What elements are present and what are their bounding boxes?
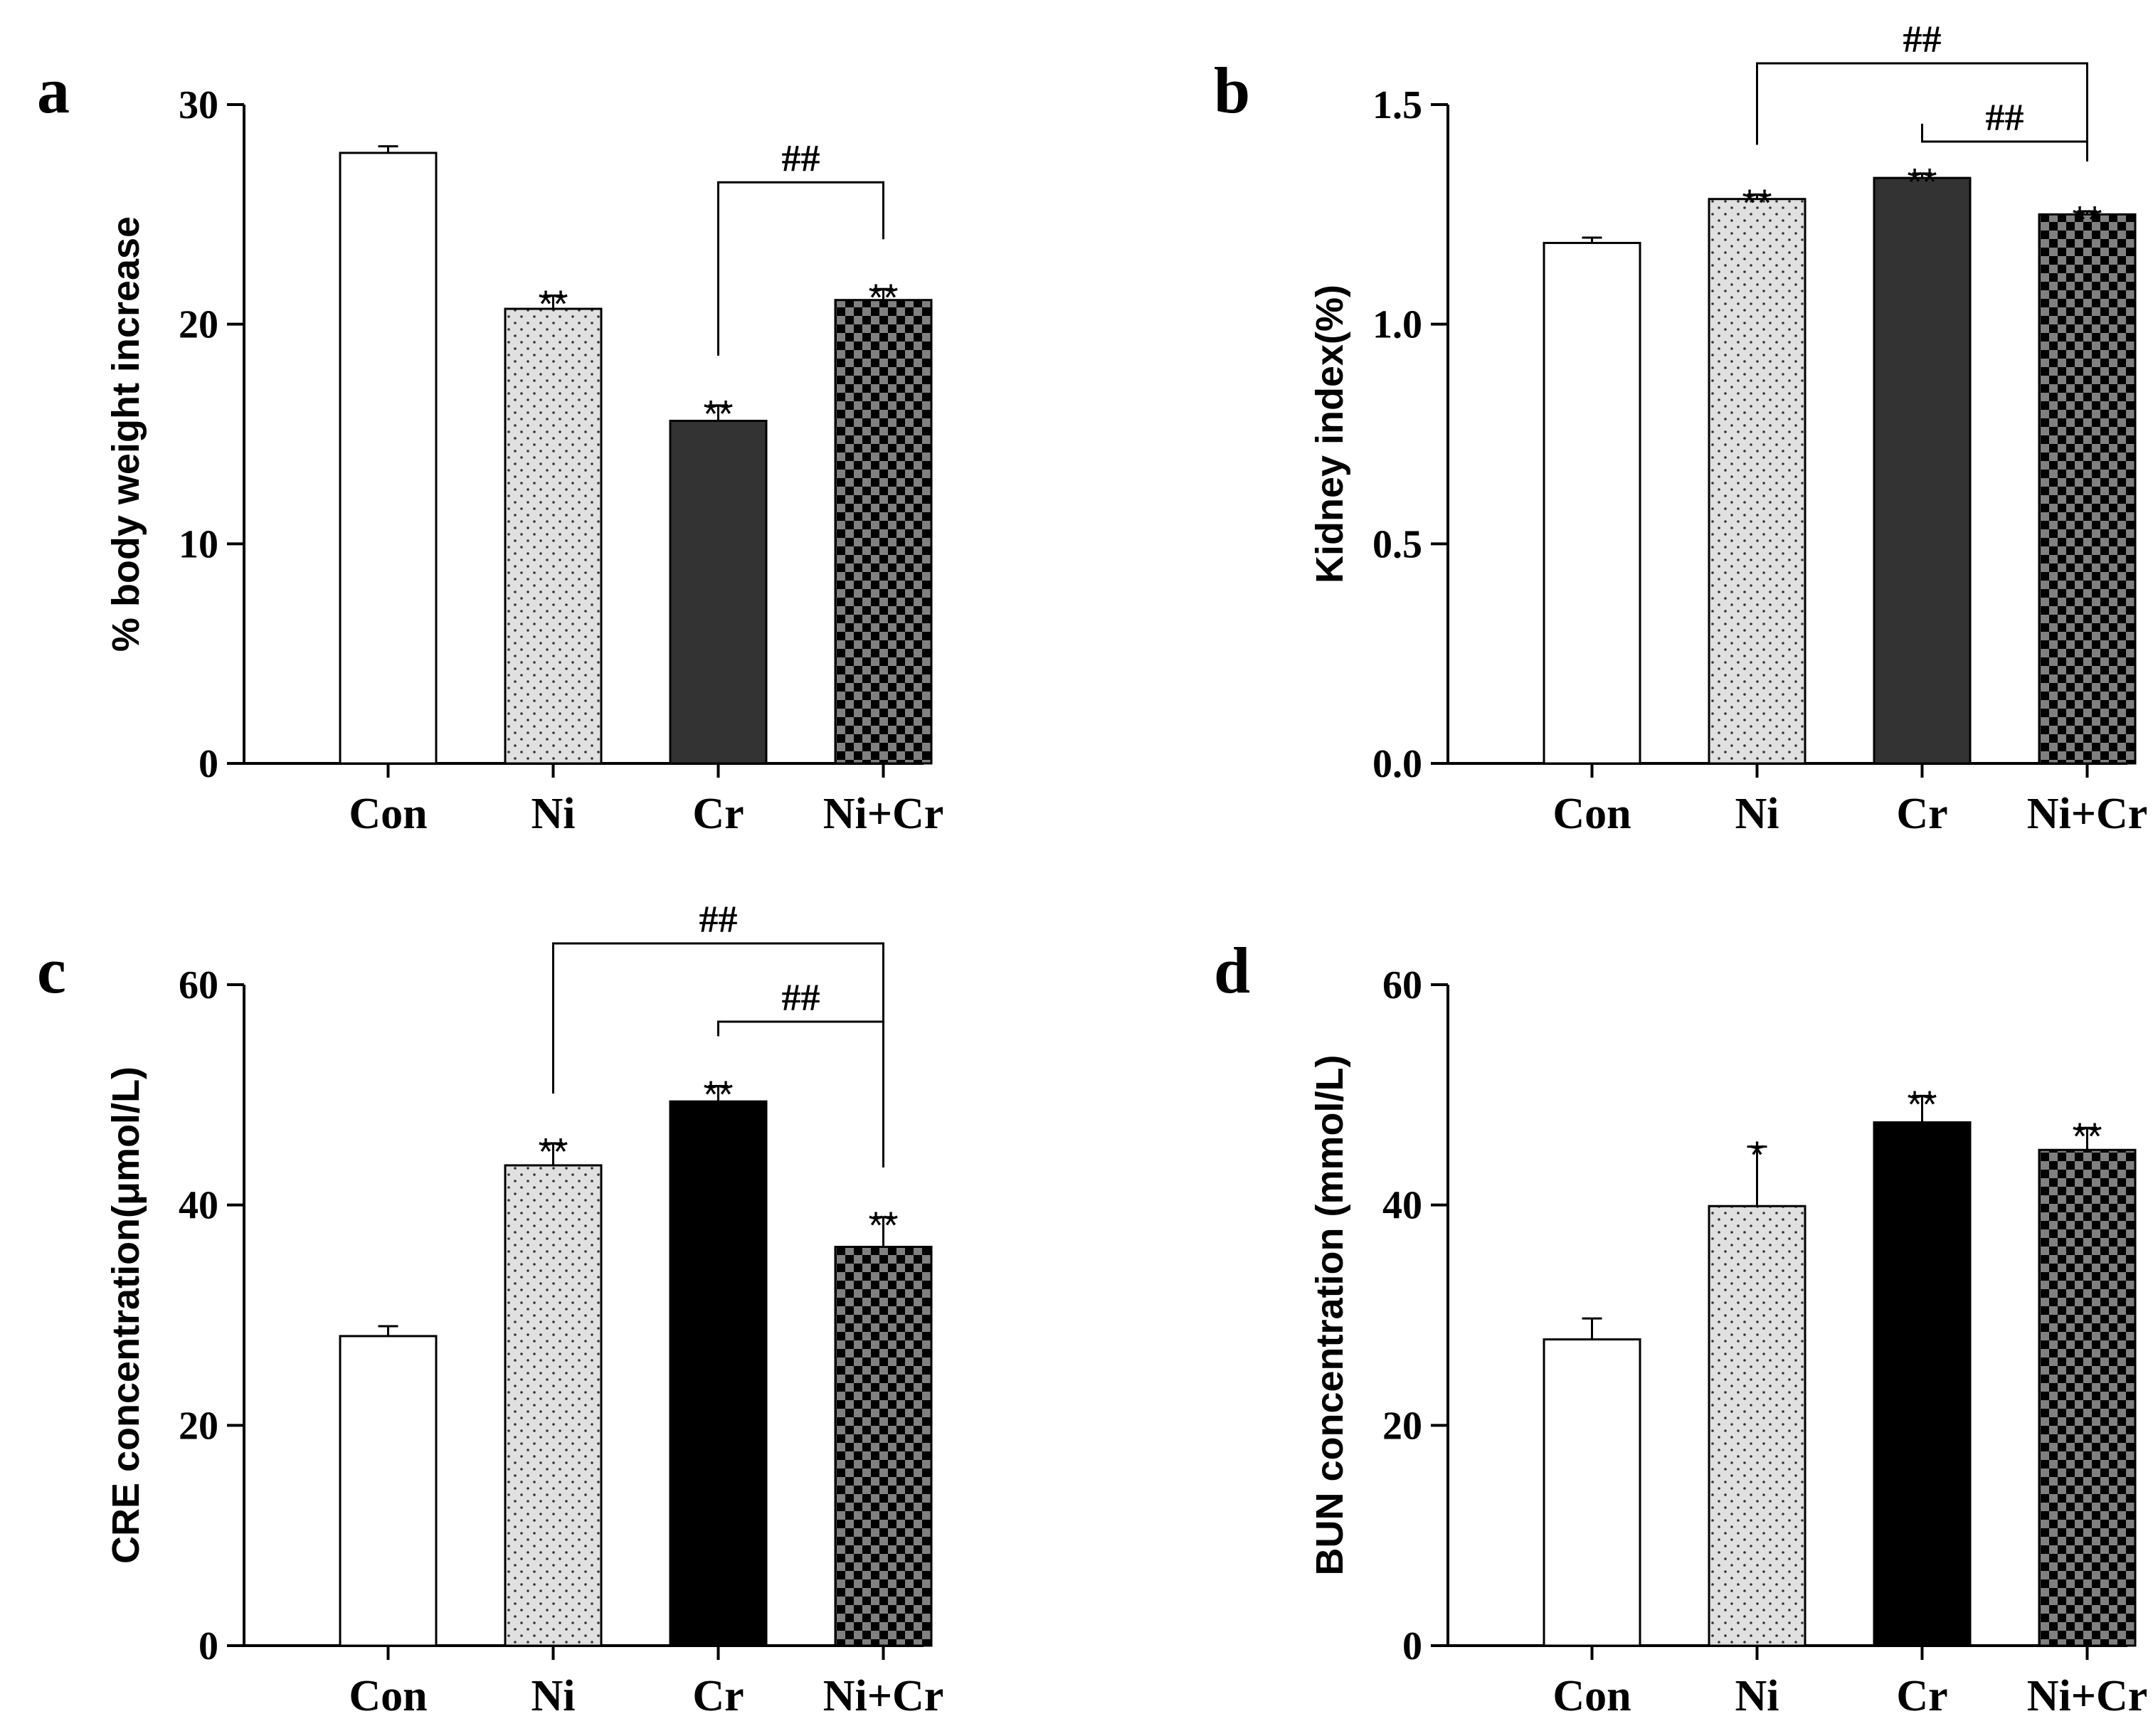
bar-Cr bbox=[669, 419, 768, 765]
bar-Ni bbox=[1708, 1205, 1806, 1647]
bar-Con bbox=[339, 152, 438, 765]
y-tick-label: 1.0 bbox=[1372, 303, 1422, 347]
significance-bracket bbox=[717, 1020, 884, 1168]
y-tick-label: 0 bbox=[199, 1624, 218, 1668]
y-tick-label: 30 bbox=[179, 83, 218, 127]
significance-bracket bbox=[1921, 123, 2088, 162]
x-tick-label: Con bbox=[349, 1672, 427, 1720]
x-tick-label: Ni bbox=[531, 790, 576, 838]
bar-Ni bbox=[504, 307, 603, 765]
x-tick-label: Ni+Cr bbox=[2027, 1672, 2148, 1720]
panel-letter: a bbox=[37, 54, 70, 127]
significance-label: ** bbox=[538, 1131, 568, 1173]
y-tick-label: 0.5 bbox=[1372, 522, 1422, 566]
significance-label: ** bbox=[2072, 199, 2102, 241]
panel-letter: d bbox=[1214, 934, 1250, 1007]
y-axis-title: BUN concentration (mmol/L) bbox=[1308, 1054, 1351, 1575]
bar-Con bbox=[1543, 241, 1641, 765]
x-tick-label: Con bbox=[1552, 1672, 1631, 1720]
significance-label: ** bbox=[868, 1205, 898, 1247]
x-tick-label: Ni+Cr bbox=[823, 1672, 944, 1720]
bar-Ni bbox=[504, 1164, 603, 1647]
y-tick-label: 40 bbox=[179, 1184, 218, 1228]
panel-b: b 0.0 0.5 1.0 1.5 Kidney index(%) Con Ni ** Cr ** N… bbox=[1214, 18, 2147, 838]
x-tick-label: Cr bbox=[1896, 1672, 1947, 1720]
significance-label: ** bbox=[2072, 1115, 2102, 1158]
panel-a: a 0 10 20 30 % body weight increase Con Ni ** Cr *… bbox=[37, 54, 943, 838]
y-tick-label: 10 bbox=[179, 522, 218, 566]
x-tick-label: Con bbox=[1552, 790, 1631, 838]
panel-letter: c bbox=[37, 934, 66, 1007]
y-axis-title: CRE concentration(μmol/L) bbox=[105, 1067, 147, 1564]
significance-label: ** bbox=[1907, 1083, 1937, 1126]
bar-Ni+Cr bbox=[2038, 1148, 2137, 1647]
significance-label: * bbox=[1750, 1134, 1765, 1177]
bar-Con bbox=[1543, 1338, 1641, 1647]
bar-Ni+Cr bbox=[834, 1246, 933, 1647]
y-tick-label: 0 bbox=[1402, 1624, 1422, 1668]
panel-letter: b bbox=[1214, 54, 1250, 127]
y-tick-label: 60 bbox=[179, 963, 218, 1007]
y-tick-label: 60 bbox=[1382, 963, 1422, 1007]
significance-label: ** bbox=[1742, 182, 1772, 225]
x-tick-label: Cr bbox=[692, 1672, 744, 1720]
bar-Ni+Cr bbox=[2038, 213, 2137, 765]
bar-Cr bbox=[669, 1100, 768, 1647]
x-tick-label: Ni+Cr bbox=[2027, 790, 2148, 838]
panel-d: d 0 20 40 60 BUN concentration (mmol/L) Con Ni *… bbox=[1214, 934, 2147, 1720]
bar-Cr bbox=[1873, 176, 1972, 765]
panel-c: c 0 20 40 60 CRE concentration(μmol/L) Con Ni **… bbox=[37, 898, 943, 1720]
bracket-label: ## bbox=[1903, 18, 1942, 60]
bracket-label: ## bbox=[782, 976, 820, 1019]
x-tick-label: Con bbox=[349, 790, 427, 838]
bracket-label: ## bbox=[782, 137, 820, 179]
significance-label: ** bbox=[1907, 161, 1937, 203]
bracket-label: ## bbox=[1986, 96, 2024, 139]
x-tick-label: Ni+Cr bbox=[823, 790, 944, 838]
x-tick-label: Cr bbox=[1896, 790, 1947, 838]
y-tick-label: 40 bbox=[1382, 1184, 1422, 1228]
y-axis-title: % body weight increase bbox=[105, 216, 147, 652]
bracket-label: ## bbox=[699, 898, 738, 941]
y-tick-label: 1.5 bbox=[1372, 83, 1422, 127]
significance-bracket bbox=[717, 181, 884, 356]
bar-Con bbox=[339, 1335, 438, 1647]
bar-Ni bbox=[1708, 198, 1806, 765]
y-axis-title: Kidney index(%) bbox=[1308, 285, 1351, 583]
x-tick-label: Cr bbox=[692, 790, 744, 838]
y-tick-label: 20 bbox=[179, 1404, 218, 1448]
y-tick-label: 0 bbox=[199, 742, 218, 786]
significance-label: ** bbox=[703, 393, 733, 435]
y-tick-label: 20 bbox=[179, 303, 218, 347]
significance-bracket bbox=[1756, 62, 2088, 162]
significance-label: ** bbox=[538, 283, 568, 326]
x-tick-label: Ni bbox=[1735, 790, 1779, 838]
y-tick-label: 0.0 bbox=[1372, 742, 1422, 786]
bar-Cr bbox=[1873, 1121, 1972, 1647]
significance-label: ** bbox=[868, 276, 898, 319]
x-tick-label: Ni bbox=[1735, 1672, 1779, 1720]
y-tick-label: 20 bbox=[1382, 1404, 1422, 1448]
bar-Ni+Cr bbox=[834, 299, 933, 765]
x-tick-label: Ni bbox=[531, 1672, 576, 1720]
significance-label: ** bbox=[703, 1073, 733, 1116]
